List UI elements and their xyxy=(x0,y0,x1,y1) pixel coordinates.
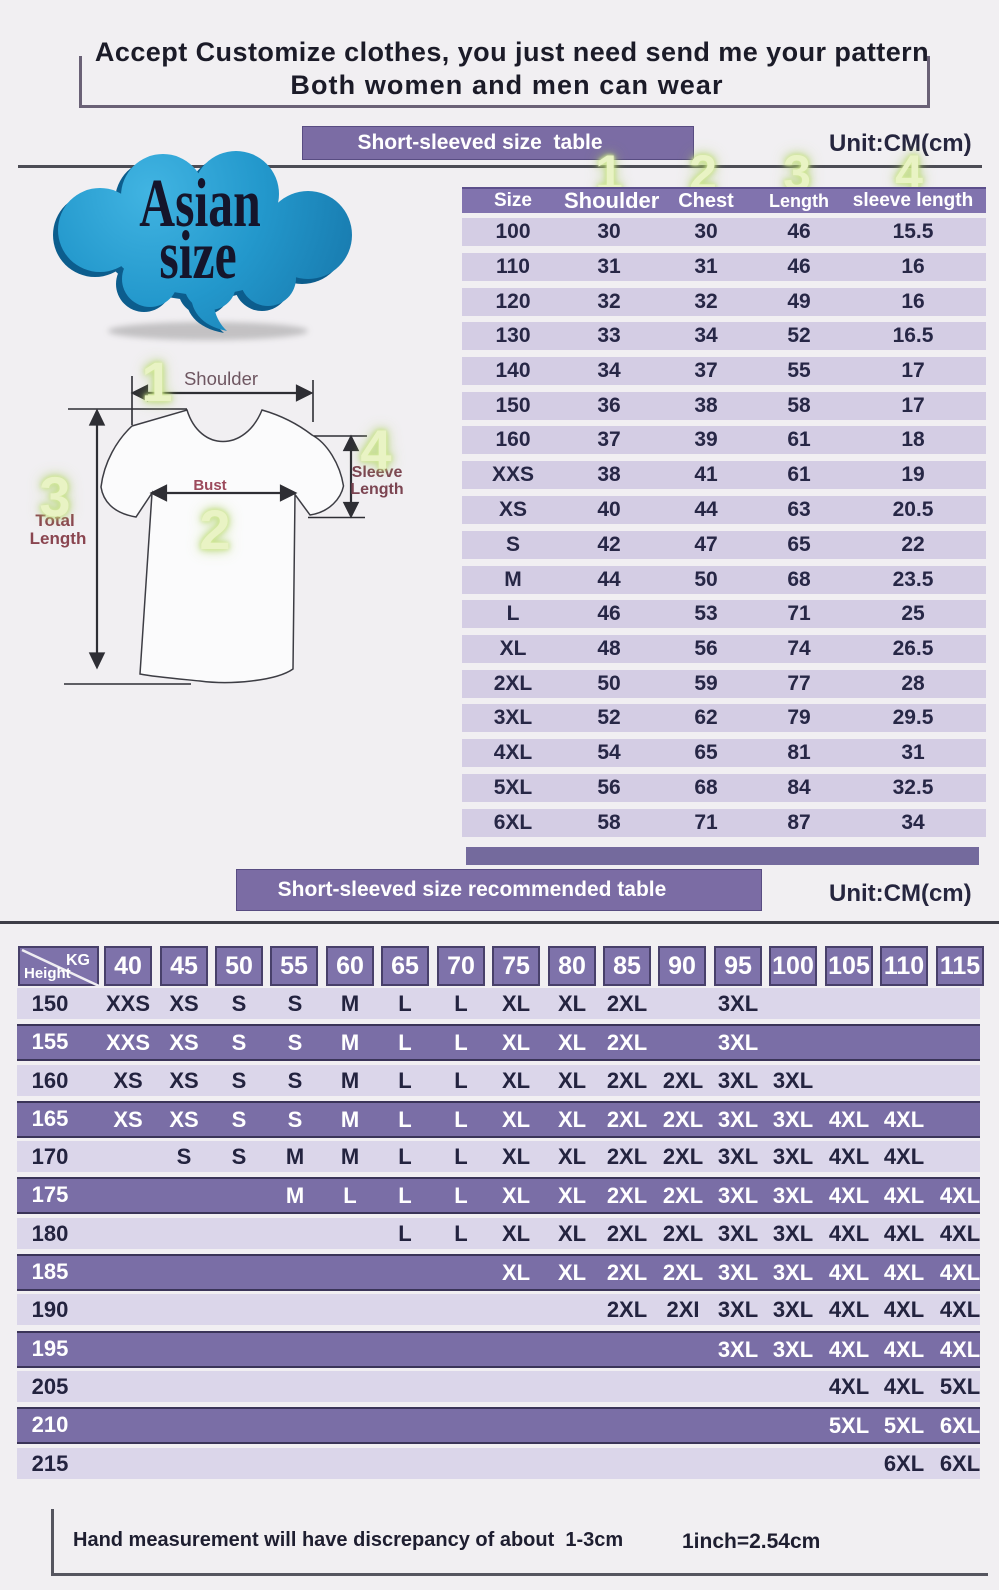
svg-text:Asian: Asian xyxy=(139,165,260,242)
svg-text:size: size xyxy=(159,217,236,294)
